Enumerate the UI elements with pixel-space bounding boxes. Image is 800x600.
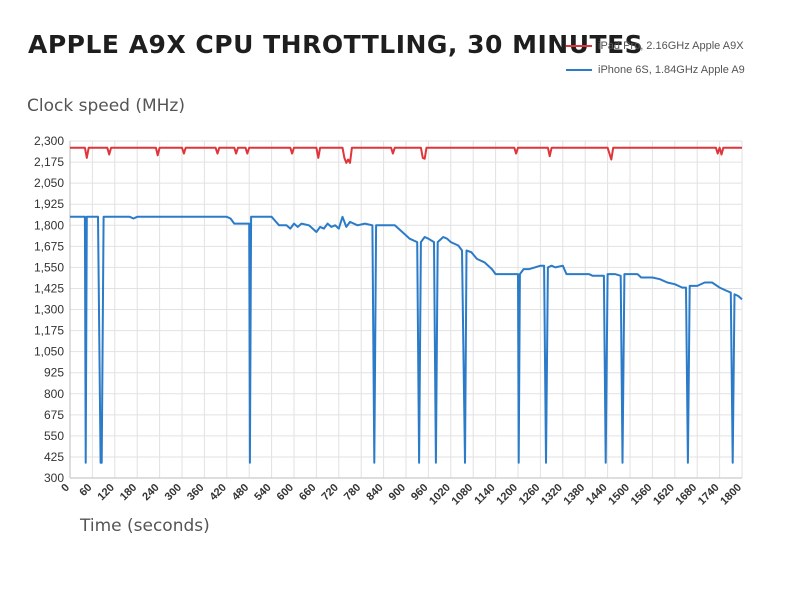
- x-tick-label: 1800: [718, 482, 744, 508]
- x-tick-label: 1560: [629, 482, 655, 508]
- y-tick-label: 800: [44, 387, 64, 401]
- x-tick-label: 1680: [674, 482, 700, 508]
- y-tick-label: 675: [44, 408, 64, 422]
- x-tick-label: 540: [252, 482, 273, 503]
- x-tick-label: 1620: [651, 482, 677, 508]
- x-tick-label: 780: [342, 482, 363, 503]
- x-tick-label: 720: [319, 482, 340, 503]
- x-tick-label: 420: [207, 482, 228, 503]
- legend-label-iphone: iPhone 6S, 1.84GHz Apple A9: [598, 64, 745, 76]
- x-tick-label: 1380: [562, 482, 588, 508]
- x-tick-label: 1500: [606, 482, 632, 508]
- legend-swatch-ipad: [566, 45, 592, 47]
- legend-item-ipad: iPad Pro, 2.16GHz Apple A9X: [566, 34, 745, 58]
- y-tick-label: 925: [44, 366, 64, 380]
- x-tick-label: 360: [185, 482, 206, 503]
- y-tick-label: 1,175: [34, 324, 64, 338]
- y-tick-label: 550: [44, 429, 64, 443]
- x-tick-label: 660: [297, 482, 318, 503]
- x-tick-label: 1080: [450, 482, 476, 508]
- series-line-iphone: [70, 215, 743, 464]
- series-line-ipad: [70, 146, 742, 164]
- x-tick-label: 60: [77, 482, 94, 499]
- legend-swatch-iphone: [566, 69, 592, 71]
- x-tick-label: 1200: [494, 482, 520, 508]
- x-tick-label: 1140: [472, 482, 497, 507]
- y-tick-label: 2,175: [34, 155, 64, 169]
- y-tick-label: 1,300: [34, 303, 64, 317]
- x-tick-label: 1440: [584, 482, 610, 508]
- x-tick-label: 1740: [696, 482, 722, 508]
- y-tick-label: 1,550: [34, 260, 64, 274]
- x-tick-label: 0: [59, 482, 72, 495]
- y-tick-label: 1,050: [34, 345, 64, 359]
- chart-title: APPLE A9X CPU THROTTLING, 30 MINUTES: [28, 30, 644, 59]
- x-tick-label: 240: [140, 482, 161, 503]
- y-tick-label: 2,300: [34, 134, 64, 148]
- y-tick-label: 300: [44, 471, 64, 485]
- x-tick-label: 180: [118, 482, 139, 503]
- x-tick-label: 900: [387, 482, 408, 503]
- x-tick-label: 840: [364, 482, 385, 503]
- x-tick-label: 480: [230, 482, 251, 503]
- y-tick-label: 1,925: [34, 197, 64, 211]
- x-tick-label: 1020: [427, 482, 453, 508]
- x-tick-label: 600: [275, 482, 296, 503]
- x-tick-label: 1260: [517, 482, 543, 508]
- x-tick-label: 300: [163, 482, 184, 503]
- y-tick-label: 425: [44, 450, 64, 464]
- chart-legend: iPad Pro, 2.16GHz Apple A9X iPhone 6S, 1…: [566, 34, 745, 82]
- x-tick-label: 1320: [539, 482, 565, 508]
- y-tick-label: 1,800: [34, 218, 64, 232]
- legend-label-ipad: iPad Pro, 2.16GHz Apple A9X: [598, 40, 744, 52]
- y-tick-label: 1,425: [34, 281, 64, 295]
- y-tick-label: 2,050: [34, 176, 64, 190]
- x-tick-label: 120: [95, 482, 116, 503]
- y-tick-label: 1,675: [34, 239, 64, 253]
- legend-item-iphone: iPhone 6S, 1.84GHz Apple A9: [566, 58, 745, 82]
- x-axis-label: Time (seconds): [80, 516, 210, 536]
- y-axis-label: Clock speed (MHz): [27, 96, 185, 116]
